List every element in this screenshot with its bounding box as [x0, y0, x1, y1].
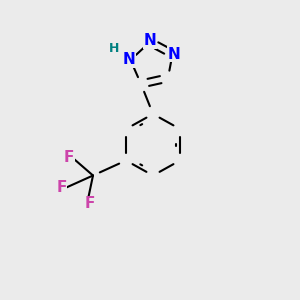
Text: F: F [56, 180, 67, 195]
Text: F: F [64, 150, 74, 165]
Text: N: N [168, 46, 180, 62]
Text: H: H [109, 42, 119, 55]
Text: N: N [123, 52, 135, 68]
Text: N: N [144, 33, 156, 48]
Text: F: F [85, 196, 95, 211]
